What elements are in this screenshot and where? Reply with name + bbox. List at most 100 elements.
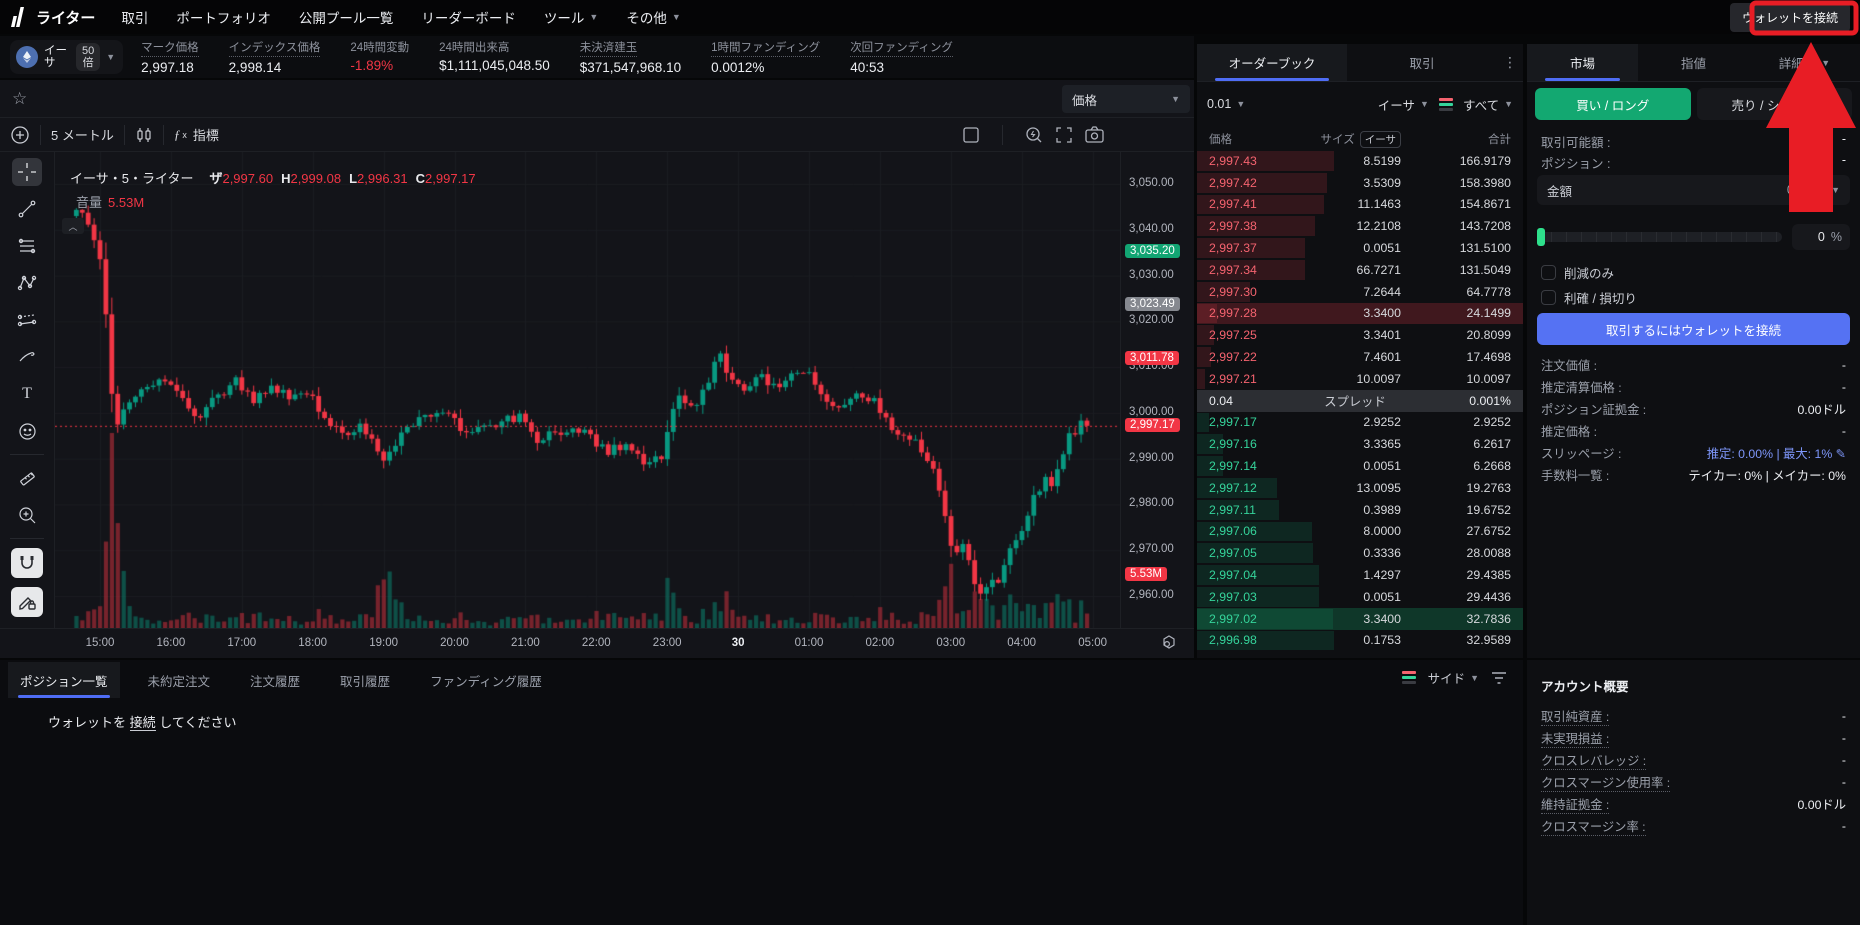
orderbook-row[interactable]: 2,997.02 3.3400 32.7836: [1197, 607, 1523, 630]
orderbook-row[interactable]: 2,997.34 66.7271 131.5049: [1197, 259, 1523, 281]
account-row: 未実現損益 :-: [1541, 727, 1846, 749]
tab-オーダーブック[interactable]: オーダーブック: [1197, 44, 1347, 81]
orderbook-row[interactable]: 2,997.28 3.3400 24.1499: [1197, 302, 1523, 325]
depth-filter-dropdown[interactable]: すべて ▼: [1462, 98, 1513, 113]
orderbook-row[interactable]: 2,997.22 7.4601 17.4698: [1197, 346, 1523, 368]
checkbox-icon[interactable]: [1541, 290, 1556, 305]
nav-item-リーダーボード[interactable]: リーダーボード: [421, 11, 516, 26]
chart-settings-gear-icon[interactable]: [1158, 635, 1176, 653]
app-logo[interactable]: ライター: [10, 6, 95, 28]
orderbook-row[interactable]: 2,997.21 10.0097 10.0097: [1197, 368, 1523, 390]
orderbook-row[interactable]: 2,997.03 0.0051 29.4436: [1197, 586, 1523, 608]
camera-snapshot-icon[interactable]: [1085, 126, 1104, 143]
nav-item-取引[interactable]: 取引: [121, 11, 149, 26]
candle-style-icon[interactable]: [135, 126, 153, 144]
percent-box[interactable]: 0%: [1792, 224, 1850, 250]
orderbook-row[interactable]: 2,997.42 3.5309 158.3980: [1197, 172, 1523, 194]
crosshair-tool[interactable]: [12, 158, 42, 186]
orderbook-row[interactable]: 2,997.38 12.2108 143.7208: [1197, 215, 1523, 237]
edit-slippage-icon[interactable]: ✎: [1832, 447, 1846, 461]
orderbook-row[interactable]: 2,997.25 3.3401 20.8099: [1197, 324, 1523, 346]
quick-search-icon[interactable]: [1025, 126, 1043, 144]
filter-icon[interactable]: [1491, 671, 1507, 685]
time-axis-tick: 16:00: [156, 637, 186, 649]
tick-size-dropdown[interactable]: 0.01 ▼: [1207, 97, 1246, 111]
legend-collapse-button[interactable]: ︿: [62, 218, 84, 234]
interval-selector[interactable]: 5 メートル: [51, 128, 114, 143]
tab-未約定注文[interactable]: 未約定注文: [147, 674, 211, 689]
drawing-lock-tool[interactable]: [11, 587, 43, 617]
time-axis-tick: 18:00: [298, 637, 328, 649]
symbol-name: イーサ: [44, 45, 67, 69]
tab-指値[interactable]: 指値: [1680, 57, 1706, 71]
nav-item-ツール[interactable]: ツール ▼: [543, 11, 599, 26]
orderbook-row[interactable]: 2,997.43 8.5199 166.9179: [1197, 150, 1523, 172]
nav-item-ポートフォリオ[interactable]: ポートフォリオ: [176, 11, 271, 26]
sell-short-button[interactable]: 売り / ショート: [1696, 88, 1852, 120]
time-axis-tick: 05:00: [1078, 637, 1107, 649]
orderbook-row[interactable]: 2,997.11 0.3989 19.6752: [1197, 499, 1523, 521]
connect-to-trade-button[interactable]: 取引するにはウォレットを接続: [1537, 313, 1850, 345]
xabcd-pattern-tool[interactable]: [12, 269, 42, 297]
depth-bar: [1197, 368, 1206, 389]
brush-tool[interactable]: [12, 343, 42, 371]
orderbook-row[interactable]: 2,996.98 0.1753 32.9589: [1197, 630, 1523, 652]
orderbook-menu-icon[interactable]: ⋮: [1503, 54, 1517, 70]
orderbook-row[interactable]: 2,997.37 0.0051 131.5100: [1197, 237, 1523, 259]
account-row: 取引純資産 :-: [1541, 705, 1846, 727]
orderbook-row[interactable]: 2,997.14 0.0051 6.2668: [1197, 455, 1523, 477]
tab-ポジション一覧[interactable]: ポジション一覧: [8, 662, 120, 698]
connect-wallet-message: ウォレットを 接続 してください: [48, 715, 237, 731]
amount-slider[interactable]: [1537, 228, 1782, 246]
orderbook-row[interactable]: 2,997.05 0.3336 28.0088: [1197, 542, 1523, 564]
depth-view-icon[interactable]: [1438, 97, 1453, 111]
reduce-only-checkbox[interactable]: 削減のみ: [1541, 263, 1614, 282]
emoji-tool[interactable]: [12, 417, 42, 445]
amount-input[interactable]: 金額 0.0000 ▼: [1537, 175, 1850, 205]
orderbook-row[interactable]: 2,997.17 2.9252 2.9252: [1197, 412, 1523, 434]
orderbook-row[interactable]: 2,997.41 11.1463 154.8671: [1197, 194, 1523, 216]
price-axis-badge: 3,035.20: [1125, 243, 1180, 258]
time-axis[interactable]: 15:00 16:00 17:00 18:00 19:00 20:00 21:00 22:00…: [0, 628, 1194, 658]
favorite-star-icon[interactable]: ☆: [12, 88, 28, 108]
fib-retracement-tool[interactable]: [12, 232, 42, 260]
tab-市場[interactable]: 市場: [1527, 44, 1638, 81]
tab-取引履歴[interactable]: 取引履歴: [340, 674, 391, 689]
tab-取引[interactable]: 取引: [1409, 57, 1435, 71]
orderbook-row[interactable]: 2,997.16 3.3365 6.2617: [1197, 433, 1523, 455]
orderbook-row[interactable]: 2,997.04 1.4297 29.4385: [1197, 564, 1523, 586]
symbol-selector[interactable]: イーサ 50 倍 ▼: [10, 40, 124, 74]
indicators-button[interactable]: ƒ x 指標: [173, 126, 219, 144]
fullscreen-icon[interactable]: [1055, 126, 1073, 144]
trendline-tool[interactable]: [12, 195, 42, 223]
tp-sl-checkbox[interactable]: 利確 / 損切り: [1541, 288, 1637, 307]
connect-link[interactable]: 接続: [129, 715, 156, 731]
tab-ファンディング履歴[interactable]: ファンディング履歴: [430, 674, 542, 689]
zoom-in-tool[interactable]: [12, 501, 42, 529]
symbol-search-icon[interactable]: [10, 125, 30, 145]
nav-item-その他[interactable]: その他 ▼: [626, 11, 681, 26]
price-axis[interactable]: 3,050.00 3,040.00 3,030.00 3,020.00 3,010.00…: [1120, 152, 1194, 628]
layout-icon[interactable]: [962, 126, 980, 144]
connect-wallet-button[interactable]: ウォレットを接続: [1729, 2, 1850, 32]
time-axis-tick: 21:00: [511, 637, 540, 649]
text-tool[interactable]: T: [22, 385, 32, 402]
checkbox-icon[interactable]: [1541, 265, 1556, 280]
orderbook-row[interactable]: 2,997.12 13.0095 19.2763: [1197, 477, 1523, 499]
buy-long-button[interactable]: 買い / ロング: [1535, 88, 1691, 120]
candlestick-chart[interactable]: [55, 152, 1120, 628]
slider-thumb[interactable]: [1537, 228, 1545, 246]
orderbook-display-mode-dropdown[interactable]: 価格 ▼: [1062, 85, 1190, 113]
orderbook-symbol-dropdown[interactable]: イーサ ▼: [1377, 98, 1429, 113]
tab-注文履歴[interactable]: 注文履歴: [250, 674, 301, 689]
side-dropdown[interactable]: サイド ▼: [1427, 672, 1479, 686]
measure-ruler-tool[interactable]: [12, 464, 42, 492]
info-row: ポジション証拠金 :0.00ドル: [1541, 403, 1846, 417]
magnet-tool[interactable]: [11, 548, 43, 578]
nav-item-公開プール一覧[interactable]: 公開プール一覧: [298, 11, 394, 26]
stat: マーク価格 2,997.18: [141, 39, 199, 75]
tab-詳細設[interactable]: 詳細設 ▼: [1778, 57, 1831, 71]
orderbook-row[interactable]: 2,997.30 7.2644 64.7778: [1197, 281, 1523, 303]
projection-tool[interactable]: [12, 306, 42, 334]
orderbook-row[interactable]: 2,997.06 8.0000 27.6752: [1197, 521, 1523, 543]
